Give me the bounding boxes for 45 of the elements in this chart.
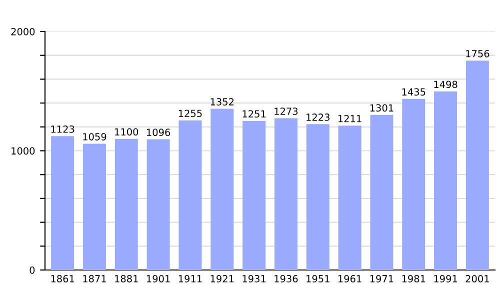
data-label: 1273 <box>274 108 298 115</box>
data-label: 1123 <box>51 125 74 133</box>
bar <box>146 139 170 270</box>
bar <box>210 108 234 270</box>
x-tick-label: 1991 <box>434 275 458 282</box>
x-tick-label: 1921 <box>210 275 234 282</box>
bar <box>114 138 138 270</box>
x-tick-label: 1951 <box>306 275 330 282</box>
x-tick-label: 1871 <box>83 275 106 282</box>
y-tick-label: 0 <box>30 266 35 274</box>
data-label: 1211 <box>338 114 362 122</box>
bar <box>370 114 394 270</box>
x-tick-label: 1961 <box>338 275 362 282</box>
data-label: 1352 <box>210 98 234 106</box>
x-tick-label: 1901 <box>146 275 170 282</box>
bar <box>51 136 74 270</box>
x-tick-label: 2001 <box>466 275 489 282</box>
data-label: 1096 <box>146 128 170 136</box>
bar <box>242 120 266 270</box>
x-tick-label: 1911 <box>178 275 202 282</box>
x-tick-label: 1881 <box>115 275 138 282</box>
y-tick-label: 1000 <box>12 147 35 155</box>
data-label: 1251 <box>242 110 266 118</box>
bar <box>434 91 458 270</box>
y-tick-label: 2000 <box>11 28 35 36</box>
bar <box>466 60 489 270</box>
bar <box>306 124 330 270</box>
data-label: 1435 <box>402 88 426 96</box>
x-tick-label: 1981 <box>402 275 426 282</box>
bar <box>82 144 106 270</box>
data-label: 1301 <box>370 104 394 112</box>
x-tick-label: 1971 <box>370 275 394 282</box>
data-label: 1255 <box>178 110 202 118</box>
data-label: 1059 <box>83 133 106 140</box>
data-label: 1100 <box>115 128 138 136</box>
data-label: 1756 <box>466 50 490 58</box>
bar <box>338 126 362 270</box>
bar <box>274 118 298 270</box>
bar <box>178 120 202 270</box>
x-tick-label: 1861 <box>51 275 74 282</box>
x-tick-label: 1936 <box>274 275 298 282</box>
bar <box>402 98 426 270</box>
data-label: 1498 <box>434 80 458 88</box>
x-tick-label: 1931 <box>242 275 266 282</box>
data-label: 1223 <box>306 114 330 121</box>
